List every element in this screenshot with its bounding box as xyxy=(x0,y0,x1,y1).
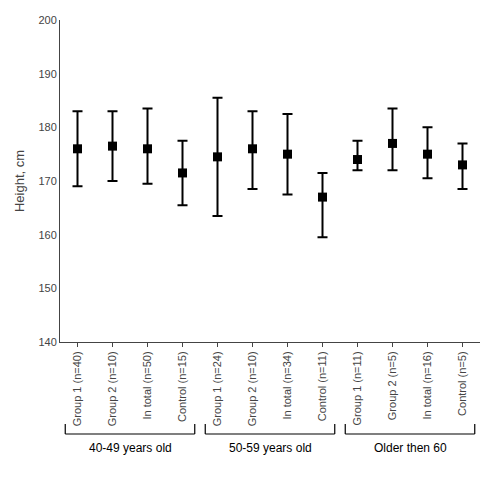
svg-text:160: 160 xyxy=(38,229,56,241)
svg-text:190: 190 xyxy=(38,68,56,80)
svg-text:Height, cm: Height, cm xyxy=(12,150,27,212)
svg-text:200: 200 xyxy=(38,14,56,26)
svg-text:140: 140 xyxy=(38,336,56,348)
svg-text:170: 170 xyxy=(38,175,56,187)
svg-text:Group 2 (n=5): Group 2 (n=5) xyxy=(386,351,398,420)
svg-text:In total (n=34): In total (n=34) xyxy=(281,351,293,419)
svg-text:40-49 years old: 40-49 years old xyxy=(89,441,172,455)
svg-text:Control (n=5): Control (n=5) xyxy=(456,351,468,416)
svg-text:Older then 60: Older then 60 xyxy=(374,441,447,455)
svg-text:Control (n=15): Control (n=15) xyxy=(176,351,188,422)
svg-text:Group 2 (n=10): Group 2 (n=10) xyxy=(246,351,258,426)
svg-text:Group 2 (n=10): Group 2 (n=10) xyxy=(106,351,118,426)
svg-text:Group 1 (n=40): Group 1 (n=40) xyxy=(71,351,83,426)
svg-text:50-59 years old: 50-59 years old xyxy=(229,441,312,455)
svg-text:In total (n=16): In total (n=16) xyxy=(421,351,433,419)
svg-text:In total (n=50): In total (n=50) xyxy=(141,351,153,419)
svg-text:150: 150 xyxy=(38,282,56,294)
svg-text:Control (n=11): Control (n=11) xyxy=(316,351,328,421)
svg-text:Group 1 (n=24): Group 1 (n=24) xyxy=(211,351,223,426)
svg-text:Group 1 (n=11): Group 1 (n=11) xyxy=(351,351,363,425)
svg-text:180: 180 xyxy=(38,121,56,133)
